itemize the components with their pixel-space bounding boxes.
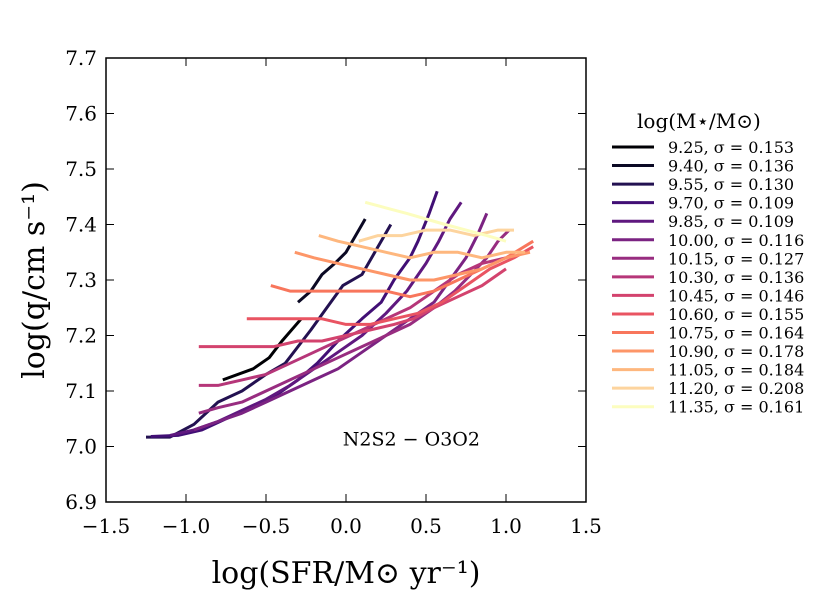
series-line-0 (222, 317, 303, 382)
y-tick-label: 7.2 (65, 324, 97, 348)
legend-label-3: 9.70, σ = 0.109 (668, 194, 794, 213)
series-line-9 (246, 245, 534, 326)
series-layer (146, 190, 534, 439)
y-tick-label: 7.1 (65, 379, 97, 403)
series-line-14 (364, 200, 507, 243)
x-tick-label: 1.5 (570, 514, 602, 538)
y-tick-label: 7.5 (65, 157, 97, 181)
legend-title: log(M⋆/M⊙) (637, 109, 761, 133)
series-line-12 (318, 234, 526, 260)
series-line-5 (193, 212, 489, 432)
y-tick-label: 7.6 (65, 102, 97, 126)
y-tick-label: 6.9 (65, 490, 97, 514)
x-axis-label: log(SFR/M⊙ yr⁻¹) (212, 556, 481, 591)
y-tick-label: 7.0 (65, 435, 97, 459)
x-tick-label: 1.0 (490, 514, 522, 538)
series-line-7 (198, 256, 507, 387)
y-tick-label: 7.3 (65, 268, 97, 292)
legend-label-11: 10.90, σ = 0.178 (668, 342, 804, 361)
legend-label-7: 10.30, σ = 0.136 (668, 268, 804, 287)
series-line-2 (146, 223, 393, 439)
y-axis-label: log(q/cm s⁻¹) (17, 181, 52, 379)
x-tick-label: −1.0 (162, 514, 211, 538)
legend-label-10: 10.75, σ = 0.164 (668, 324, 804, 343)
legend-label-13: 11.20, σ = 0.208 (668, 379, 804, 398)
y-tick-label: 7.7 (65, 46, 97, 70)
x-tick-label: 0.5 (410, 514, 442, 538)
legend-label-12: 11.05, σ = 0.184 (668, 361, 804, 380)
y-tick-label: 7.4 (65, 213, 97, 237)
legend-label-4: 9.85, σ = 0.109 (668, 212, 794, 231)
x-tick-label: −1.5 (82, 514, 131, 538)
series-line-6 (198, 229, 511, 415)
legend-label-0: 9.25, σ = 0.153 (668, 138, 794, 157)
legend-label-9: 10.60, σ = 0.155 (668, 305, 804, 324)
legend-label-14: 11.35, σ = 0.161 (668, 398, 804, 417)
series-line-13 (358, 228, 514, 243)
legend-label-1: 9.40, σ = 0.136 (668, 157, 794, 176)
series-line-11 (294, 250, 531, 282)
x-tick-label: 0.0 (330, 514, 362, 538)
series-line-8 (198, 267, 507, 349)
legend-label-6: 10.15, σ = 0.127 (668, 249, 804, 268)
x-tick-label: −0.5 (242, 514, 291, 538)
ticks-layer: −1.5 −1.0 −0.5 0.0 0.5 1.0 1.5 6.9 7.0 7.1 7.2 7.3 7… (65, 46, 602, 538)
legend-label-2: 9.55, σ = 0.130 (668, 175, 794, 194)
chart-annotation: N2S2 − O3O2 (343, 429, 480, 451)
legend-label-8: 10.45, σ = 0.146 (668, 286, 804, 305)
legend-label-5: 10.00, σ = 0.116 (668, 231, 804, 250)
